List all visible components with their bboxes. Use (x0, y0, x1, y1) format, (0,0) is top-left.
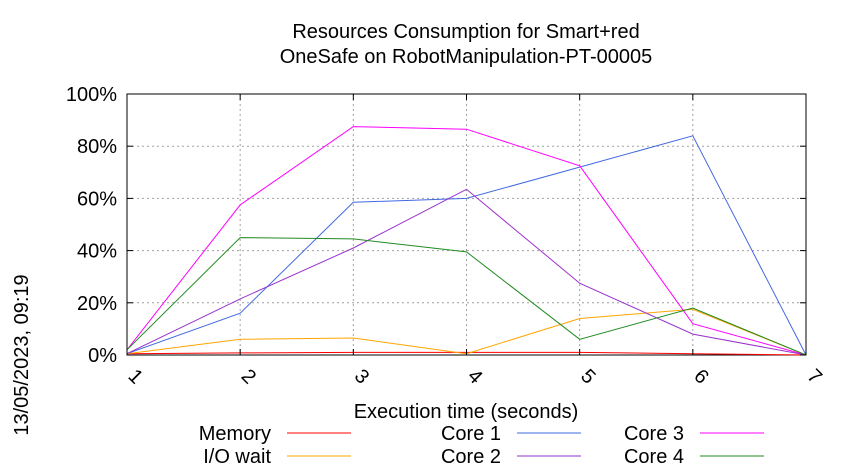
chart-title-line-1: Resources Consumption for Smart+red (292, 21, 639, 43)
legend-label-core-1: Core 1 (441, 423, 501, 445)
x-tick-label: 4 (463, 365, 486, 388)
y-tick-label: 0% (88, 345, 117, 367)
y-tick-label: 100% (66, 84, 117, 106)
x-tick-label: 1 (124, 365, 147, 388)
y-tick-label: 80% (77, 136, 117, 158)
grid (127, 94, 806, 355)
series-line-core-2 (126, 188, 807, 356)
legend-label-i-o-wait: I/O wait (203, 446, 271, 468)
legend-label-core-4: Core 4 (624, 446, 684, 468)
x-axis-ticks: 1 2 3 4 5 6 7 (124, 94, 826, 388)
y-tick-label: 40% (77, 241, 117, 263)
y-tick-label: 20% (77, 293, 117, 315)
x-tick-label: 2 (237, 365, 260, 388)
x-tick-label: 5 (576, 365, 599, 388)
x-tick-label: 3 (350, 365, 373, 388)
legend-label-core-2: Core 2 (441, 446, 501, 468)
y-axis-ticks: 0% 20% 40% 60% 80% 100% (66, 84, 806, 367)
series-line-i-o-wait (126, 308, 807, 356)
x-axis-label: Execution time (seconds) (354, 401, 579, 423)
series-line-core-3 (126, 126, 807, 356)
legend-label-memory: Memory (199, 423, 271, 445)
timestamp-label: 13/05/2023, 09:19 (11, 274, 33, 435)
x-tick-label: 6 (689, 365, 712, 388)
chart-title-line-2: OneSafe on RobotManipulation-PT-00005 (280, 46, 652, 68)
legend-label-core-3: Core 3 (624, 423, 684, 445)
series-line-core-1 (126, 135, 807, 356)
x-tick-label: 7 (803, 365, 826, 388)
y-tick-label: 60% (77, 188, 117, 210)
series-line-core-4 (126, 237, 807, 356)
